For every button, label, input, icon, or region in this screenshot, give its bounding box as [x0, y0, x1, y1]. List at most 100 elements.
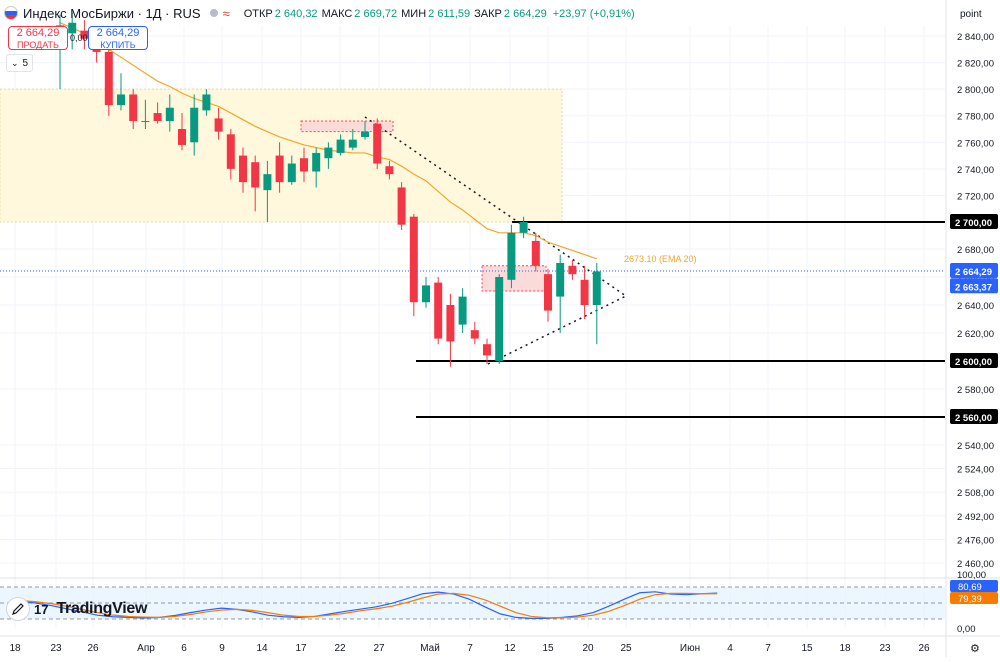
x-tick-label: 15 [801, 643, 813, 654]
candle [568, 260, 577, 280]
last-price-tag [950, 262, 998, 278]
candle [592, 263, 601, 345]
ohlc-key: МАКС [321, 8, 353, 20]
x-tick-label: 7 [467, 643, 473, 654]
candle-body [239, 155, 247, 183]
candle [458, 288, 467, 333]
d-tag-label: 79,39 [958, 594, 982, 605]
symbol-title[interactable]: Индекс МосБиржи · 1Д · RUS [23, 5, 201, 21]
k-tag [950, 580, 998, 592]
candle [202, 89, 211, 116]
secondary-price-tag [950, 278, 998, 294]
sell-button[interactable]: 2 664,29 ПРОДАТЬ [8, 26, 68, 50]
candle-body [312, 152, 321, 172]
ema-label: 2673.10 (EMA 20) [624, 254, 697, 264]
candle-body [361, 131, 369, 137]
d-tag [950, 592, 998, 604]
y-tick-label: 2 524,00 [957, 465, 994, 476]
level-tag [950, 409, 998, 424]
candle [129, 89, 138, 129]
candle [251, 155, 260, 212]
x-tick-label: 9 [219, 643, 225, 654]
candle [190, 94, 199, 156]
candle [348, 129, 357, 151]
ohlc-values: ОТКР 2 640,32 МАКС 2 669,72 МИН 2 611,59 ЗАКР 2… [240, 6, 635, 20]
candle-body [300, 158, 308, 172]
candle-body [556, 263, 565, 297]
candle-body [434, 282, 443, 339]
y-tick-label: 2 760,00 [957, 138, 994, 149]
candle-body [507, 232, 516, 280]
candle-body [495, 277, 504, 361]
candle [68, 12, 77, 50]
candle [385, 160, 394, 180]
x-tick-label: 17 [295, 643, 307, 654]
candle-body [483, 344, 491, 356]
candle-body [409, 216, 418, 303]
settings-button [965, 640, 987, 656]
candle [361, 121, 369, 140]
candle [519, 216, 528, 239]
level-tag-label: 2 700,00 [955, 218, 992, 229]
k-tag-label: 80,69 [958, 582, 982, 593]
candle-body [373, 123, 382, 164]
candle-body [324, 147, 333, 159]
y-tick-label: 2 840,00 [957, 32, 994, 43]
candle [507, 224, 516, 289]
indicator-toggle[interactable]: ⌄ 5 [6, 54, 34, 72]
candle-body [80, 30, 89, 39]
chevron-down-icon: ⌄ [11, 57, 19, 68]
x-tick-label: Июн [680, 643, 700, 654]
y-tick-label: 2 492,00 [957, 512, 994, 523]
candle-body [458, 296, 467, 325]
y-tick-label: 2 820,00 [957, 59, 994, 70]
candle-body [153, 113, 162, 122]
candle [531, 232, 540, 272]
candle [239, 147, 247, 193]
candle [422, 277, 430, 308]
x-tick-label: 22 [334, 643, 346, 654]
candle-body [287, 163, 296, 183]
price-axis [946, 0, 1000, 657]
candle [104, 46, 113, 116]
candle [483, 338, 491, 364]
ohlc-value: 2 664,29 [503, 8, 547, 20]
x-tick-label: 6 [181, 643, 187, 654]
tradingview-logo[interactable]: 17 TradingView [6, 597, 147, 621]
candle [312, 147, 321, 188]
y-tick-label: 2 508,00 [957, 488, 994, 499]
stochastic-tick: 0,00 [957, 624, 976, 635]
candle-body [519, 222, 528, 233]
candle [275, 142, 284, 193]
candle-body [129, 94, 138, 122]
candle [397, 182, 406, 231]
y-tick-label: 2 620,00 [957, 329, 994, 340]
level-tag [950, 214, 998, 229]
y-tick-label: 2 640,00 [957, 301, 994, 312]
pen-icon[interactable] [6, 597, 30, 621]
candle [324, 142, 333, 169]
candle-body [531, 240, 540, 266]
y-tick-label: 2 580,00 [957, 385, 994, 396]
gear-icon: ⚙ [970, 643, 980, 655]
candle-body [202, 94, 211, 111]
candle [300, 147, 308, 183]
candle-body [117, 94, 125, 106]
ohlc-value: +23,97 (+0,91%) [552, 8, 635, 20]
highlight-box [300, 120, 394, 133]
wave-icon: ≈ [222, 5, 230, 21]
candle-body [470, 330, 479, 339]
candle-body [104, 51, 113, 106]
buy-button[interactable]: 2 664,29 КУПИТЬ [88, 26, 148, 50]
candle-body [226, 134, 235, 169]
y-tick-label: 2 680,00 [957, 245, 994, 256]
candle [141, 99, 150, 129]
candle-body [580, 279, 589, 305]
y-tick-label: 2 800,00 [957, 85, 994, 96]
last-price-label: 2 664,29 [955, 267, 992, 278]
candle-body [568, 265, 577, 275]
x-tick-label: 25 [620, 643, 632, 654]
candle [214, 107, 223, 140]
